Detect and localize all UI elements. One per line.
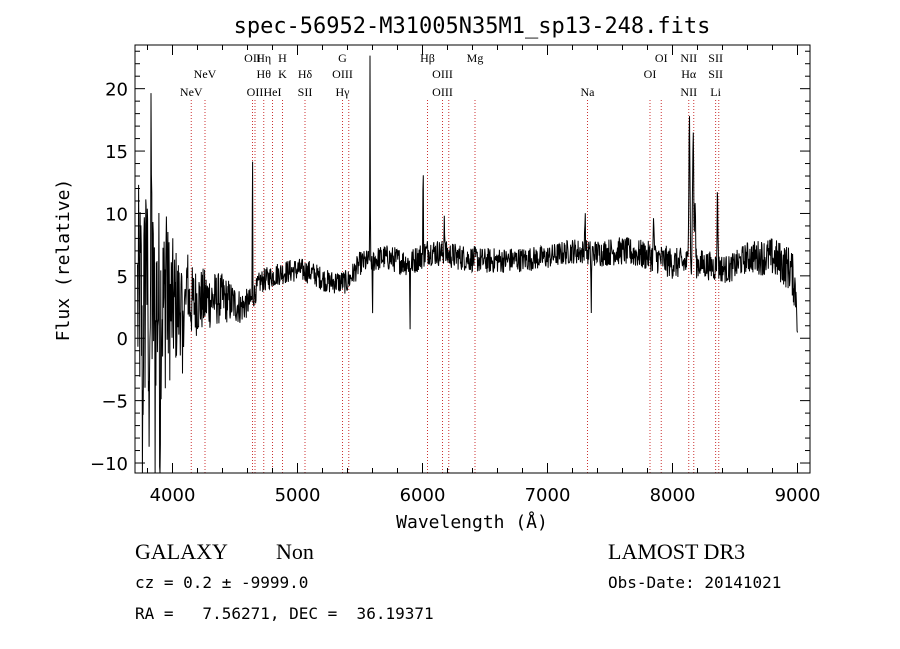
- survey-label: LAMOST DR3: [608, 539, 746, 564]
- y-axis-ticks: −10 −5 0 5 10 15 20: [90, 50, 810, 475]
- chart-title: spec-56952-M31005N35M1_sp13-248.fits: [234, 14, 711, 39]
- x-tick-label: 5000: [275, 485, 321, 506]
- y-tick-label: −5: [101, 392, 128, 413]
- emission-line-label: OI: [644, 67, 657, 81]
- emission-line-label: Hθ: [257, 67, 272, 81]
- emission-line-label: SII: [708, 51, 723, 65]
- x-axis-ticks: 4000 5000 6000 7000 8000 9000: [147, 45, 821, 506]
- ra-dec-text: RA = 7.56271, DEC = 36.19371: [135, 604, 434, 623]
- emission-line-label: NII: [680, 85, 697, 99]
- emission-line-label: Mg: [467, 51, 484, 65]
- emission-line-label: G: [338, 51, 347, 65]
- emission-line-label: OIII: [332, 67, 353, 81]
- emission-line-label: OII: [247, 85, 264, 99]
- redshift-text: cz = 0.2 ± -9999.0: [135, 573, 309, 592]
- emission-line-label: Na: [581, 85, 596, 99]
- emission-line-label: Hβ: [420, 51, 435, 65]
- emission-line-label: Hη: [256, 51, 271, 65]
- emission-line-label: H: [278, 51, 287, 65]
- y-tick-label: 0: [117, 329, 128, 350]
- y-tick-label: 10: [105, 204, 128, 225]
- emission-line-label: OII: [244, 51, 261, 65]
- subclass-label: Non: [276, 539, 314, 564]
- y-tick-label: −10: [90, 454, 128, 475]
- x-axis-label: Wavelength (Å): [396, 511, 548, 533]
- x-tick-label: 9000: [775, 485, 821, 506]
- emission-line-label: Hδ: [298, 67, 313, 81]
- emission-line-label: HeI: [264, 85, 282, 99]
- emission-line-label: Hγ: [336, 85, 351, 99]
- y-tick-label: 5: [117, 267, 128, 288]
- emission-line-label: SII: [708, 67, 723, 81]
- y-tick-label: 15: [105, 142, 128, 163]
- x-tick-label: 6000: [400, 485, 446, 506]
- emission-line-label: K: [278, 67, 287, 81]
- emission-line-label: Li: [710, 85, 721, 99]
- class-label: GALAXY: [135, 539, 228, 564]
- obs-date-text: Obs-Date: 20141021: [608, 573, 782, 592]
- x-tick-label: 8000: [650, 485, 696, 506]
- spectrum-line: [137, 55, 798, 474]
- x-tick-label: 4000: [150, 485, 196, 506]
- emission-line-label: NeV: [194, 67, 217, 81]
- y-axis-label: Flux (relative): [53, 179, 74, 342]
- x-tick-label: 7000: [525, 485, 571, 506]
- emission-line-markers: [190, 100, 720, 473]
- emission-line-label: NeV: [180, 85, 203, 99]
- emission-line-label: OIII: [432, 85, 453, 99]
- emission-line-label: Hα: [681, 67, 697, 81]
- emission-line-label: SII: [298, 85, 313, 99]
- emission-line-label: OIII: [432, 67, 453, 81]
- emission-line-label: OI: [655, 51, 668, 65]
- emission-line-label: NII: [680, 51, 697, 65]
- y-tick-label: 20: [105, 80, 128, 101]
